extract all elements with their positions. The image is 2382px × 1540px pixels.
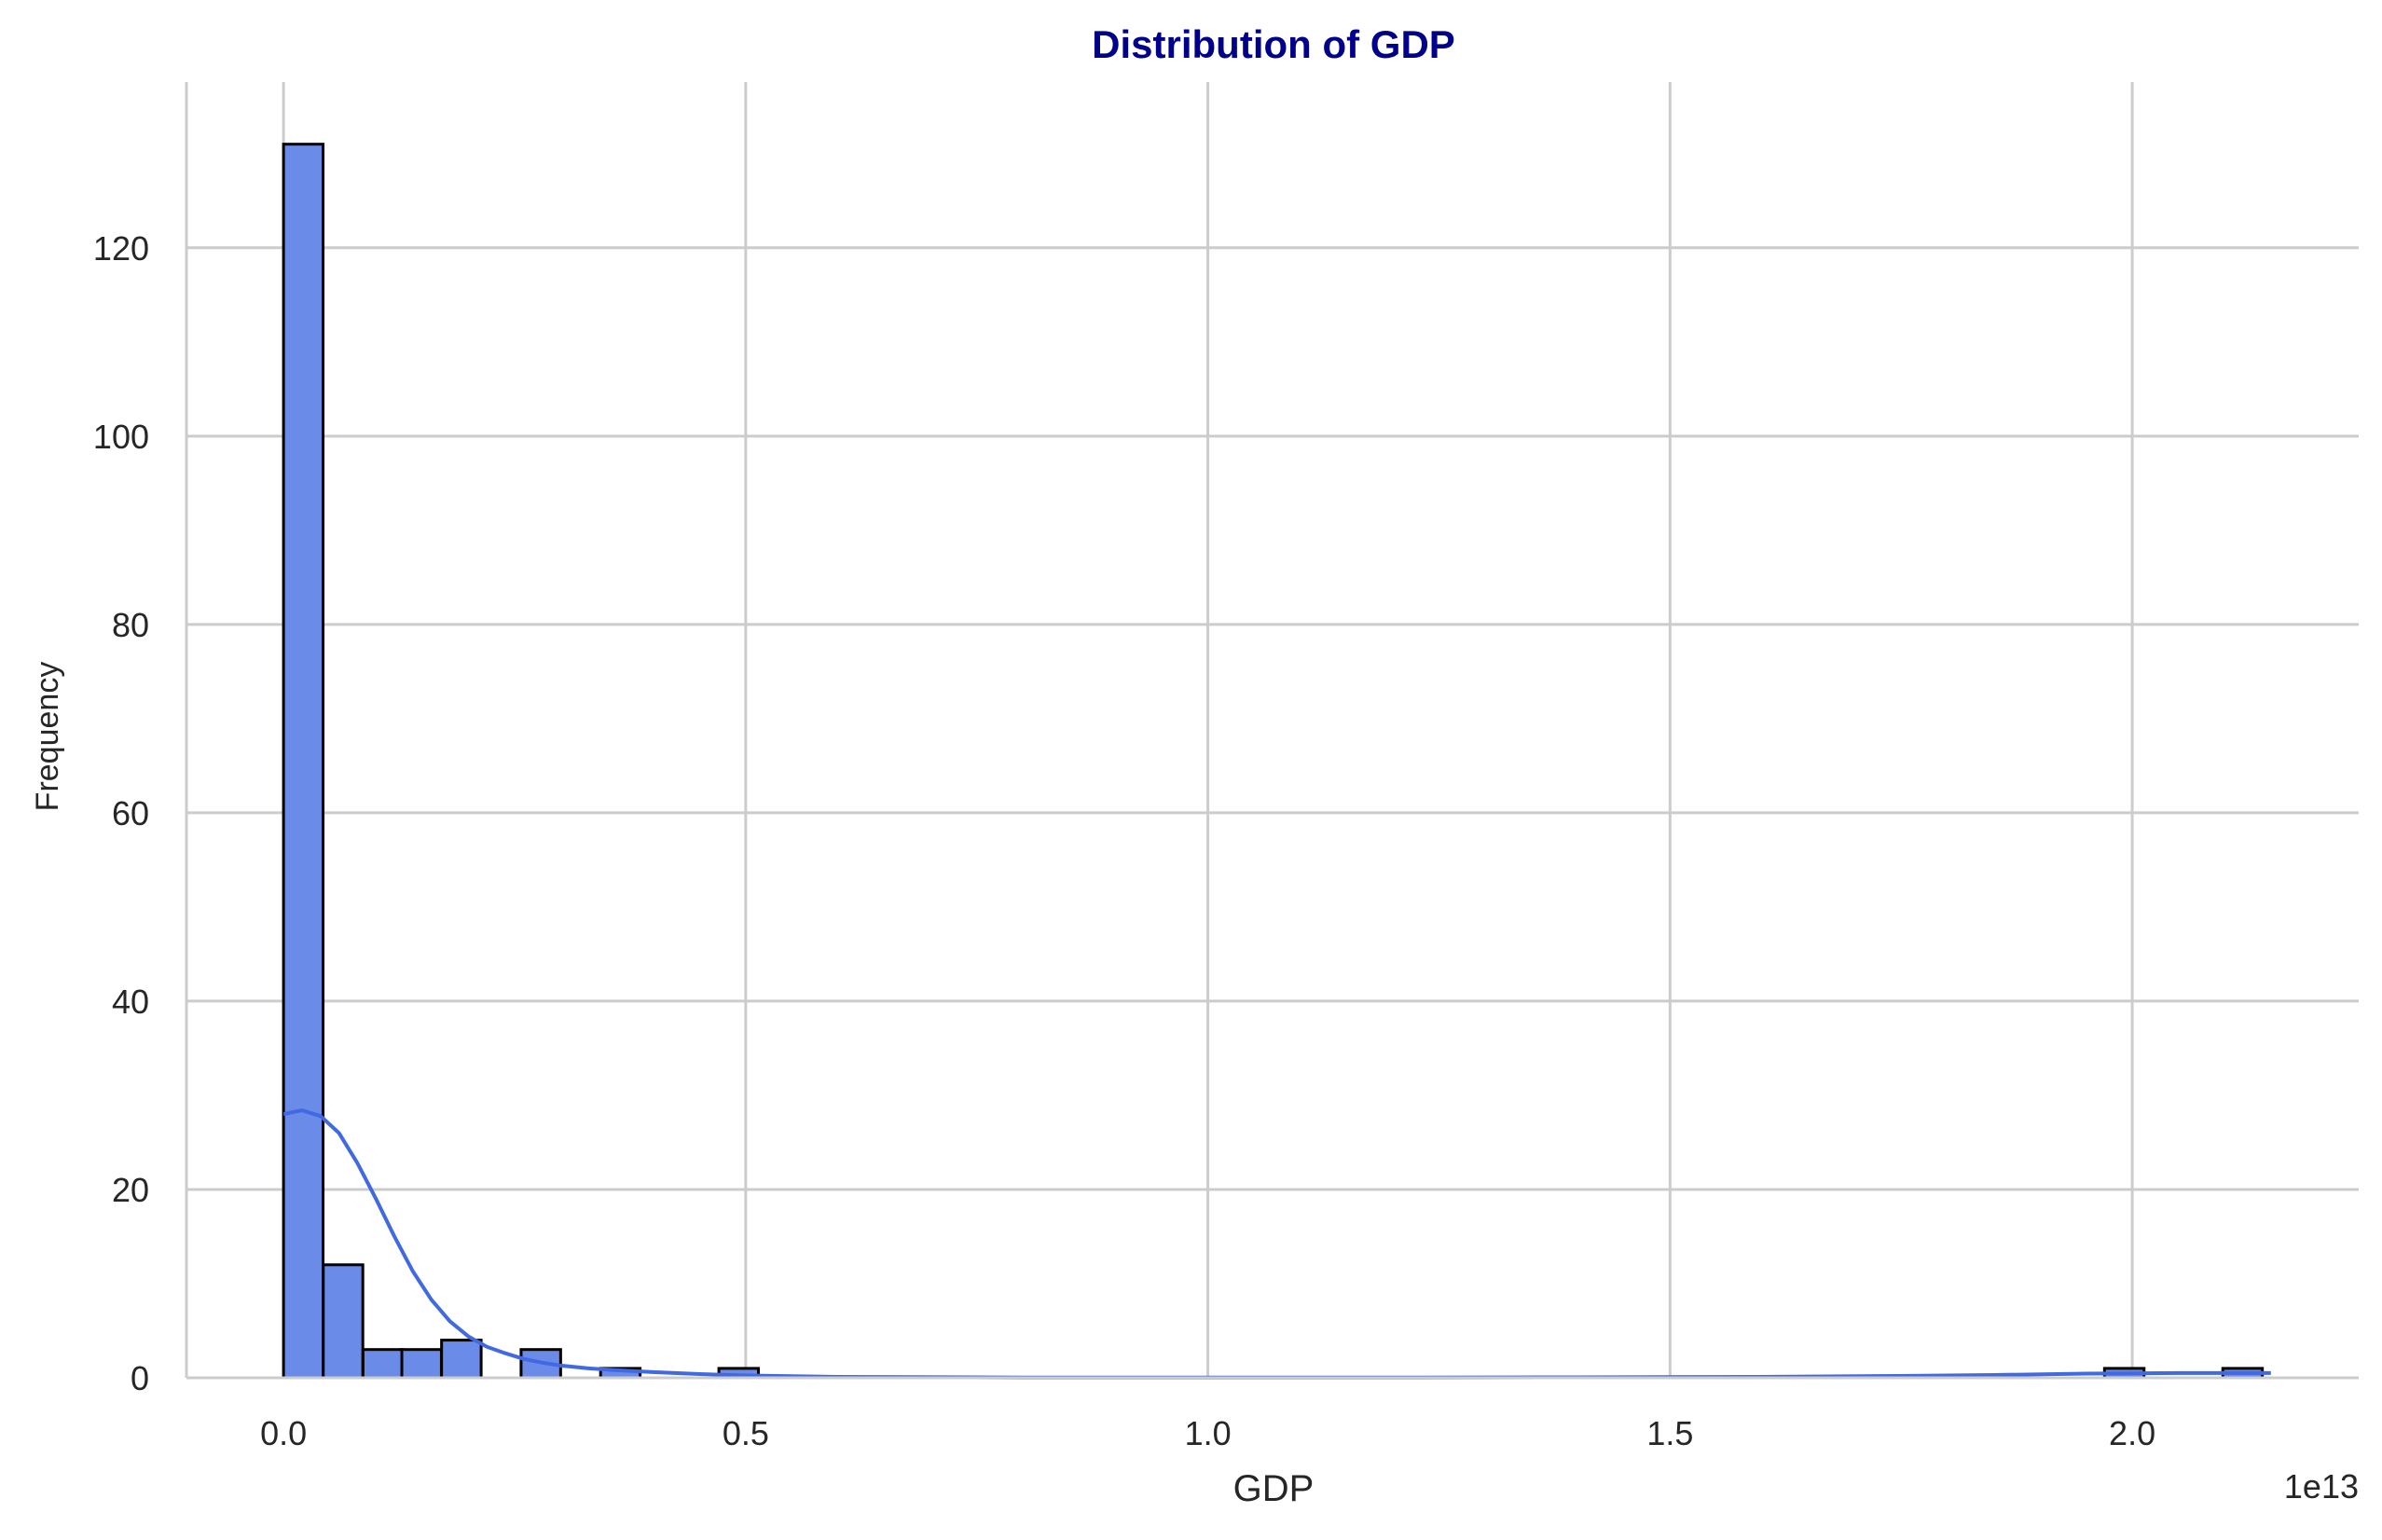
x-tick-label: 0.0 [260,1414,307,1452]
y-tick-label: 40 [112,983,149,1021]
y-tick-label: 0 [131,1359,149,1397]
y-tick-label: 80 [112,606,149,644]
histogram-bar [282,143,325,1380]
histogram-bar [322,1263,365,1380]
y-axis-label: Frequency [30,662,65,812]
grid-lines [186,82,2359,1378]
histogram-bar [361,1348,405,1380]
y-tick-label: 20 [112,1171,149,1209]
histogram-bar [440,1339,483,1380]
x-tick-label: 1.0 [1185,1414,1232,1452]
chart-title: Distribution of GDP [1092,22,1455,66]
axis-spines [185,82,2359,1380]
x-tick-label: 1.5 [1646,1414,1693,1452]
y-tick-label: 120 [93,229,149,268]
x-axis-label: GDP [1233,1468,1315,1509]
x-offset-label: 1e13 [2284,1467,2359,1506]
x-tick-label: 2.0 [2109,1414,2155,1452]
x-axis-ticks: 0.0 0.5 1.0 1.5 2.0 [260,1414,2155,1452]
histogram-bar [400,1348,443,1380]
y-tick-label: 100 [93,418,149,456]
x-tick-label: 0.5 [723,1414,769,1452]
y-tick-label: 60 [112,794,149,832]
histogram-bars [282,143,2265,1380]
y-axis-ticks: 0 20 40 60 80 100 120 [93,229,149,1397]
